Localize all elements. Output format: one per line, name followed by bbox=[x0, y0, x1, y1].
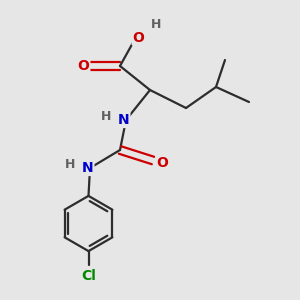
Text: O: O bbox=[133, 31, 145, 44]
Text: N: N bbox=[118, 113, 129, 127]
Text: N: N bbox=[82, 161, 93, 175]
Text: Cl: Cl bbox=[81, 269, 96, 283]
Text: H: H bbox=[151, 17, 161, 31]
Text: H: H bbox=[65, 158, 76, 172]
Text: H: H bbox=[101, 110, 112, 124]
Text: O: O bbox=[157, 157, 169, 170]
Text: O: O bbox=[77, 59, 89, 73]
